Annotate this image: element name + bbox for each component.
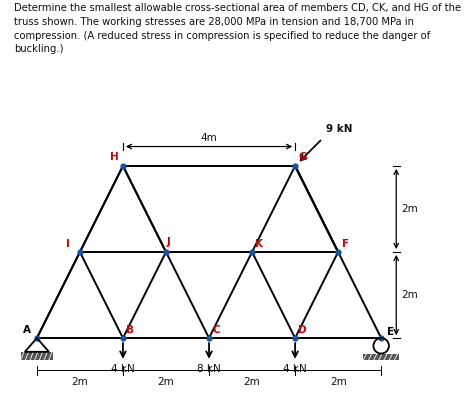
Text: 8 kN: 8 kN (197, 364, 221, 374)
Text: 4m: 4m (201, 133, 218, 143)
Text: 2m: 2m (330, 377, 346, 387)
Text: 4 kN: 4 kN (283, 364, 307, 374)
Text: Determine the smallest allowable cross-sectional area of members CD, CK, and HG : Determine the smallest allowable cross-s… (14, 4, 461, 54)
Text: 2m: 2m (401, 290, 418, 300)
Text: K: K (255, 238, 263, 249)
Text: E: E (387, 327, 394, 337)
Text: B: B (126, 325, 134, 335)
Text: 9 kN: 9 kN (326, 124, 353, 134)
Text: G: G (299, 152, 307, 162)
Text: 2m: 2m (244, 377, 260, 387)
FancyBboxPatch shape (20, 352, 53, 361)
Text: H: H (110, 152, 119, 162)
Text: I: I (66, 238, 70, 249)
Text: 2m: 2m (401, 204, 418, 214)
Text: 2m: 2m (158, 377, 174, 387)
FancyBboxPatch shape (363, 354, 399, 361)
Text: 2m: 2m (72, 377, 88, 387)
Text: A: A (23, 325, 31, 335)
Text: J: J (167, 237, 171, 247)
Text: C: C (212, 325, 219, 335)
Text: D: D (298, 325, 307, 335)
Text: 4 kN: 4 kN (111, 364, 135, 374)
Text: F: F (342, 239, 349, 249)
